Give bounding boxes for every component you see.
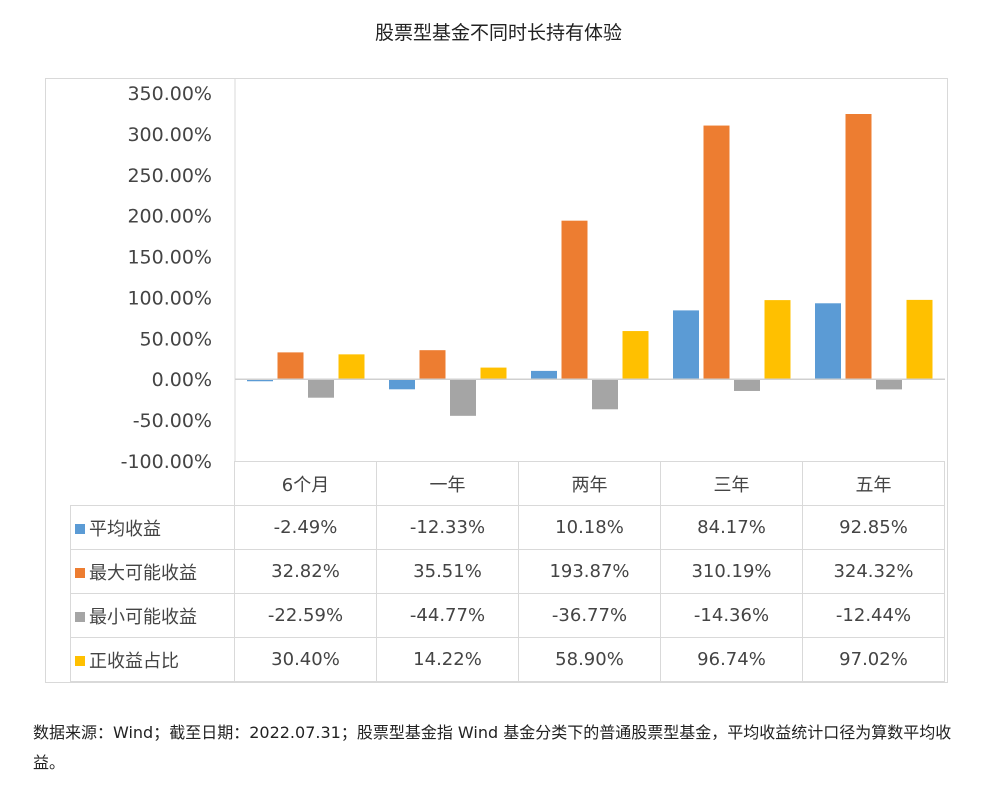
bar-1-4 bbox=[673, 310, 699, 380]
bar-2-2 bbox=[419, 350, 446, 380]
legend-entry: 最小可能收益 bbox=[70, 593, 235, 638]
data-label: 97.02% bbox=[802, 637, 945, 682]
series-name: 最小可能收益 bbox=[89, 606, 197, 628]
data-label: -22.59% bbox=[234, 593, 377, 638]
bar-2-5 bbox=[845, 114, 872, 380]
data-label: -12.44% bbox=[802, 593, 945, 638]
chart-frame bbox=[45, 78, 948, 683]
data-label: 96.74% bbox=[660, 637, 803, 682]
data-label: 35.51% bbox=[376, 549, 519, 594]
data-label: 14.22% bbox=[376, 637, 519, 682]
bar-3-2 bbox=[450, 379, 476, 416]
y-tick-label: 200.00% bbox=[127, 206, 212, 228]
legend-entry: 平均收益 bbox=[70, 505, 235, 550]
bar-2-3 bbox=[561, 220, 588, 380]
data-label: 32.82% bbox=[234, 549, 377, 594]
category-label: 三年 bbox=[660, 461, 803, 506]
bar-2-1 bbox=[277, 352, 304, 380]
data-label: -44.77% bbox=[376, 593, 519, 638]
category-label: 一年 bbox=[376, 461, 519, 506]
bar-4-1 bbox=[338, 354, 365, 380]
y-tick-label: 350.00% bbox=[127, 83, 212, 105]
table-row: 平均收益 -2.49% -12.33% 10.18% 84.17% 92.85% bbox=[70, 505, 945, 550]
y-tick-label: 300.00% bbox=[127, 124, 212, 146]
table-row: 正收益占比 30.40% 14.22% 58.90% 96.74% 97.02% bbox=[70, 637, 945, 682]
y-tick-label: 50.00% bbox=[140, 328, 212, 350]
bar-2-4 bbox=[703, 125, 730, 380]
bar-1-5 bbox=[815, 303, 841, 380]
y-tick-label: -50.00% bbox=[133, 410, 212, 432]
series-name: 最大可能收益 bbox=[89, 562, 197, 584]
bar-1-3 bbox=[531, 370, 557, 380]
table-row: 最小可能收益 -22.59% -44.77% -36.77% -14.36% -12.44… bbox=[70, 593, 945, 638]
data-table: 6个月 一年 两年 三年 五年平均收益 -2.49% -12.33% 10.18% 84.17%… bbox=[70, 461, 945, 682]
legend-swatch-icon bbox=[75, 567, 85, 578]
data-label: 310.19% bbox=[660, 549, 803, 594]
bar-4-3 bbox=[622, 331, 649, 380]
bar-3-5 bbox=[876, 379, 902, 390]
y-tick-label: 0.00% bbox=[152, 369, 212, 391]
data-label: 58.90% bbox=[518, 637, 661, 682]
legend-entry: 最大可能收益 bbox=[70, 549, 235, 594]
category-label: 6个月 bbox=[234, 461, 377, 506]
data-label: -36.77% bbox=[518, 593, 661, 638]
bar-3-4 bbox=[734, 379, 760, 391]
category-label: 五年 bbox=[802, 461, 945, 506]
legend-swatch-icon bbox=[75, 655, 85, 666]
chart-title: 股票型基金不同时长持有体验 bbox=[374, 22, 622, 44]
data-label: -2.49% bbox=[234, 505, 377, 550]
table-corner bbox=[70, 461, 235, 506]
bar-3-3 bbox=[592, 379, 618, 410]
y-tick-label: 250.00% bbox=[127, 165, 212, 187]
data-label: 84.17% bbox=[660, 505, 803, 550]
y-tick-label: 150.00% bbox=[127, 247, 212, 269]
footnote: 数据来源：Wind；截至日期：2022.07.31；股票型基金指 Wind 基金… bbox=[33, 723, 952, 772]
legend-swatch-icon bbox=[75, 523, 85, 534]
data-label: 10.18% bbox=[518, 505, 661, 550]
bar-3-1 bbox=[308, 379, 334, 398]
bar-4-5 bbox=[906, 299, 933, 380]
data-label: 30.40% bbox=[234, 637, 377, 682]
y-tick-label: 100.00% bbox=[127, 287, 212, 309]
series-name: 平均收益 bbox=[89, 518, 161, 540]
series-name: 正收益占比 bbox=[89, 650, 179, 672]
data-label: 92.85% bbox=[802, 505, 945, 550]
data-label: -14.36% bbox=[660, 593, 803, 638]
bar-1-2 bbox=[389, 379, 415, 390]
legend-swatch-icon bbox=[75, 611, 85, 622]
data-label: 324.32% bbox=[802, 549, 945, 594]
data-label: 193.87% bbox=[518, 549, 661, 594]
data-label: -12.33% bbox=[376, 505, 519, 550]
category-label: 两年 bbox=[518, 461, 661, 506]
legend-entry: 正收益占比 bbox=[70, 637, 235, 682]
bar-4-2 bbox=[480, 367, 507, 380]
table-header: 6个月 一年 两年 三年 五年 bbox=[70, 461, 945, 506]
bar-4-4 bbox=[764, 300, 791, 380]
bar-1-1 bbox=[247, 379, 273, 382]
table-row: 最大可能收益 32.82% 35.51% 193.87% 310.19% 324.32% bbox=[70, 549, 945, 594]
